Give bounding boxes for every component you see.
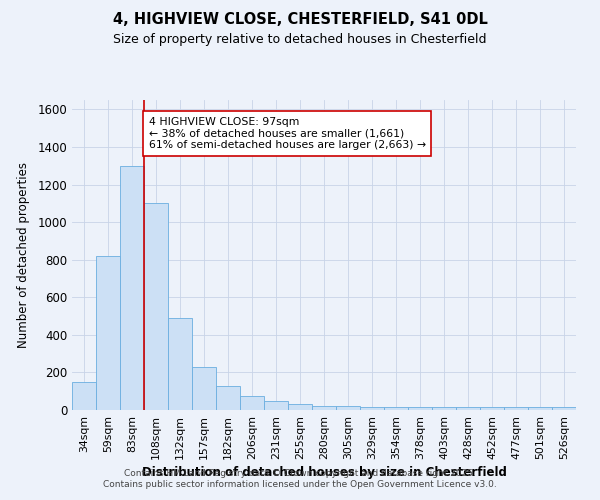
Bar xyxy=(408,407,432,410)
Bar xyxy=(288,404,312,410)
Bar xyxy=(360,407,384,410)
Text: Size of property relative to detached houses in Chesterfield: Size of property relative to detached ho… xyxy=(113,32,487,46)
Bar xyxy=(168,318,192,410)
Bar xyxy=(432,407,456,410)
Text: Contains public sector information licensed under the Open Government Licence v3: Contains public sector information licen… xyxy=(103,480,497,489)
Bar xyxy=(216,386,240,410)
Bar xyxy=(312,406,336,410)
Bar xyxy=(72,382,96,410)
Bar xyxy=(528,407,552,410)
Bar xyxy=(120,166,144,410)
Text: 4, HIGHVIEW CLOSE, CHESTERFIELD, S41 0DL: 4, HIGHVIEW CLOSE, CHESTERFIELD, S41 0DL xyxy=(113,12,487,28)
Bar xyxy=(384,407,408,410)
Bar xyxy=(96,256,120,410)
Bar xyxy=(264,400,288,410)
Text: Contains HM Land Registry data © Crown copyright and database right 2025.: Contains HM Land Registry data © Crown c… xyxy=(124,468,476,477)
X-axis label: Distribution of detached houses by size in Chesterfield: Distribution of detached houses by size … xyxy=(142,466,506,479)
Bar xyxy=(456,407,480,410)
Bar xyxy=(192,367,216,410)
Bar xyxy=(552,407,576,410)
Bar xyxy=(144,204,168,410)
Bar xyxy=(480,407,504,410)
Bar xyxy=(504,407,528,410)
Text: 4 HIGHVIEW CLOSE: 97sqm
← 38% of detached houses are smaller (1,661)
61% of semi: 4 HIGHVIEW CLOSE: 97sqm ← 38% of detache… xyxy=(149,117,426,150)
Bar xyxy=(336,406,360,410)
Y-axis label: Number of detached properties: Number of detached properties xyxy=(17,162,31,348)
Bar xyxy=(240,396,264,410)
